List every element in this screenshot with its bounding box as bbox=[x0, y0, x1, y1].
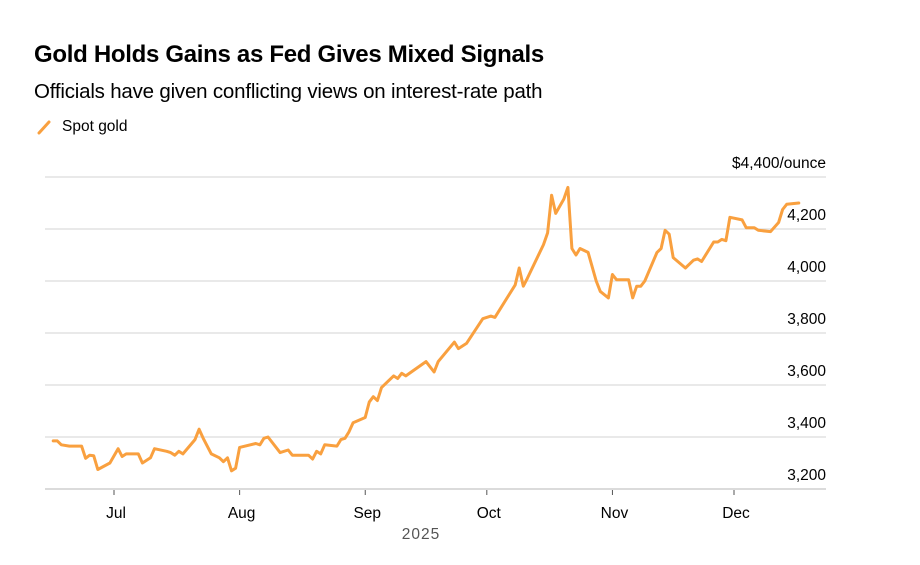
x-tick-label: Sep bbox=[353, 505, 381, 522]
y-axis-unit-label: $4,400/ounce bbox=[732, 155, 826, 172]
y-tick-label: 3,800 bbox=[787, 311, 826, 328]
x-tick-label: Oct bbox=[477, 505, 502, 522]
chart-title: Gold Holds Gains as Fed Gives Mixed Sign… bbox=[34, 41, 544, 68]
x-tick-label: Jul bbox=[106, 505, 126, 522]
legend-line-icon bbox=[36, 119, 54, 135]
y-tick-label: 3,600 bbox=[787, 363, 826, 380]
y-tick-label: 4,200 bbox=[787, 207, 826, 224]
series-line-spot-gold bbox=[51, 185, 801, 473]
x-tick-label: Nov bbox=[601, 505, 629, 522]
y-tick-label: 3,200 bbox=[787, 467, 826, 484]
x-tick-label: Dec bbox=[722, 505, 750, 522]
y-tick-label: 4,000 bbox=[787, 259, 826, 276]
x-axis-year-label: 2025 bbox=[402, 526, 440, 543]
legend-label: Spot gold bbox=[62, 118, 128, 135]
chart-subtitle: Officials have given conflicting views o… bbox=[34, 80, 543, 103]
x-tick-label: Aug bbox=[228, 505, 256, 522]
y-tick-label: 3,400 bbox=[787, 415, 826, 432]
legend: Spot gold bbox=[36, 118, 128, 136]
